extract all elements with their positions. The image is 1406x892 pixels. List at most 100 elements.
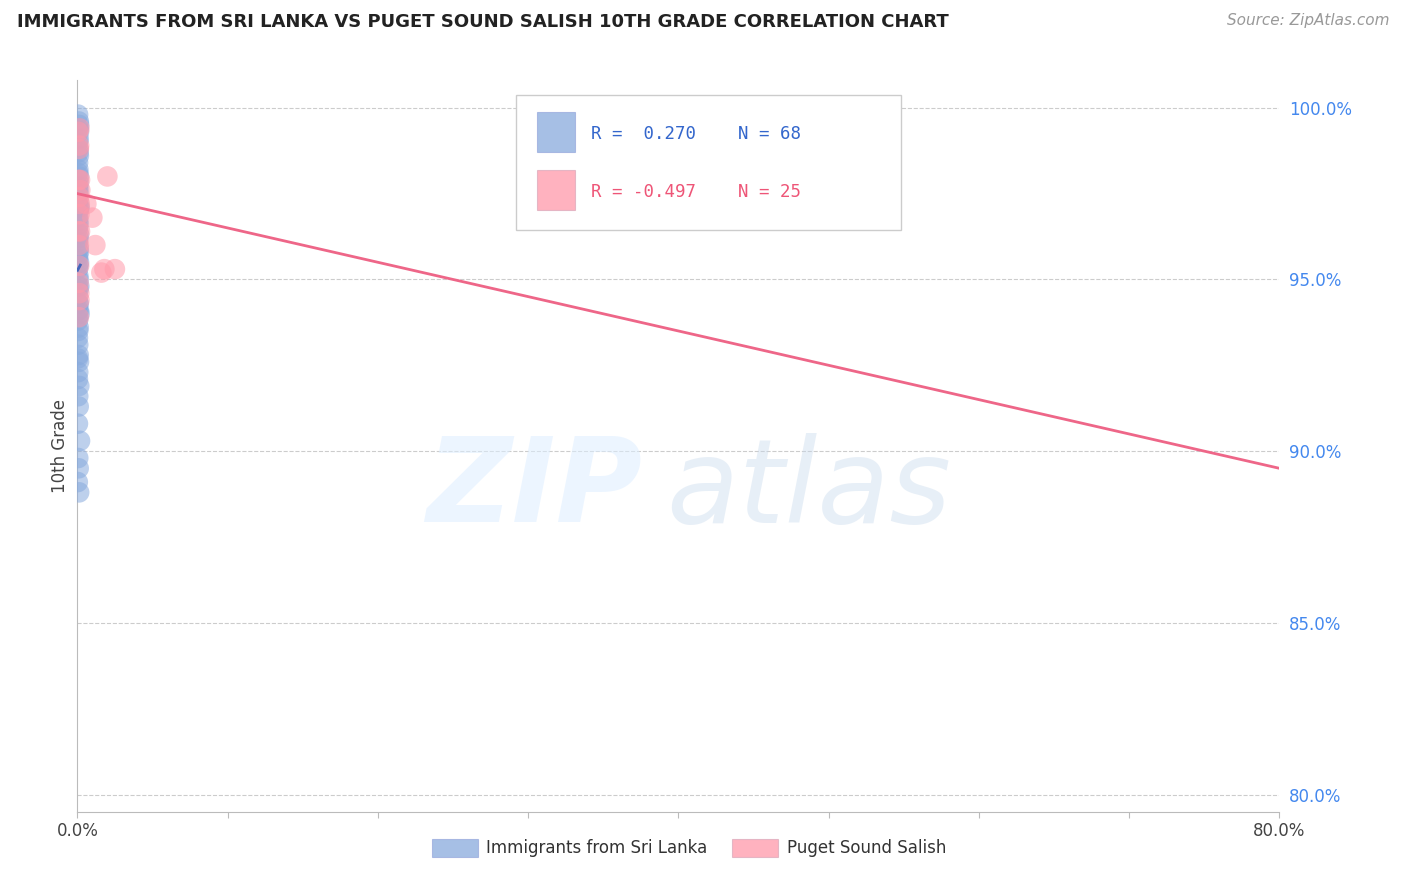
Point [66, 417, 89, 431]
Point [66, 279, 89, 293]
Point [67, 125, 90, 139]
Point [67, 218, 90, 232]
Point [67, 149, 90, 163]
Bar [733, 838, 778, 857]
Point [67, 207, 90, 221]
Point [66, 221, 89, 235]
Point [67, 296, 90, 310]
Point [67, 286, 90, 301]
Point [66, 235, 89, 249]
Point [67, 255, 90, 269]
Y-axis label: 10th Grade: 10th Grade [51, 399, 69, 493]
Point [67, 224, 90, 238]
Point [69, 200, 91, 214]
Point [69, 224, 91, 238]
Point [67, 142, 90, 156]
Point [67, 242, 90, 256]
Point [75, 197, 97, 211]
Point [67, 227, 90, 242]
Point [90, 266, 112, 280]
Point [66, 197, 89, 211]
Point [67, 303, 90, 318]
Point [67, 238, 90, 252]
Point [67, 131, 90, 145]
Point [66, 331, 89, 345]
Point [67, 485, 90, 500]
Point [67, 276, 90, 290]
Point [67, 337, 90, 351]
Point [69, 434, 91, 448]
Point [67, 162, 90, 177]
Point [67, 169, 90, 184]
Point [93, 262, 115, 277]
Point [69, 197, 91, 211]
Text: R = -0.497    N = 25: R = -0.497 N = 25 [591, 183, 800, 201]
Point [67, 183, 90, 197]
Point [69, 307, 91, 321]
Point [67, 268, 90, 283]
Point [67, 145, 90, 160]
Point [67, 259, 90, 273]
Point [67, 461, 90, 475]
Point [67, 121, 90, 136]
Point [104, 262, 127, 277]
Point [67, 200, 90, 214]
Point [67, 231, 90, 245]
Point [67, 348, 90, 362]
Point [67, 135, 90, 149]
Point [67, 400, 90, 414]
Bar [432, 838, 478, 857]
Point [67, 279, 90, 293]
Point [67, 293, 90, 307]
Point [67, 283, 90, 297]
Text: atlas: atlas [666, 433, 952, 547]
Point [67, 355, 90, 369]
Point [67, 450, 90, 465]
Point [67, 379, 90, 393]
Point [66, 303, 89, 318]
Point [66, 252, 89, 266]
Text: Immigrants from Sri Lanka: Immigrants from Sri Lanka [486, 838, 707, 856]
Point [67, 142, 90, 156]
Text: Puget Sound Salish: Puget Sound Salish [786, 838, 946, 856]
Bar [537, 169, 575, 210]
Point [67, 125, 90, 139]
Point [67, 389, 90, 403]
Point [67, 365, 90, 379]
Point [66, 290, 89, 304]
Point [67, 310, 90, 325]
Text: IMMIGRANTS FROM SRI LANKA VS PUGET SOUND SALISH 10TH GRADE CORRELATION CHART: IMMIGRANTS FROM SRI LANKA VS PUGET SOUND… [17, 13, 949, 31]
Point [67, 107, 90, 121]
Point [66, 262, 89, 277]
Point [67, 118, 90, 132]
Point [66, 351, 89, 366]
Text: ZIP: ZIP [426, 433, 643, 548]
Point [67, 155, 90, 169]
FancyBboxPatch shape [516, 95, 901, 230]
Point [67, 296, 90, 310]
Point [67, 194, 90, 208]
Point [67, 320, 90, 334]
Point [67, 121, 90, 136]
Point [67, 211, 90, 225]
Point [67, 114, 90, 128]
Point [84, 238, 107, 252]
Point [67, 259, 90, 273]
Point [69, 183, 91, 197]
Point [67, 138, 90, 153]
Point [67, 214, 90, 228]
Point [67, 190, 90, 204]
Point [69, 173, 91, 187]
Point [67, 166, 90, 180]
Point [67, 173, 90, 187]
Point [67, 272, 90, 286]
Text: Source: ZipAtlas.com: Source: ZipAtlas.com [1226, 13, 1389, 29]
Point [67, 203, 90, 218]
Point [67, 310, 90, 325]
Point [67, 176, 90, 190]
Point [67, 186, 90, 201]
Point [66, 475, 89, 489]
Point [67, 179, 90, 194]
Point [67, 324, 90, 338]
Point [67, 248, 90, 262]
